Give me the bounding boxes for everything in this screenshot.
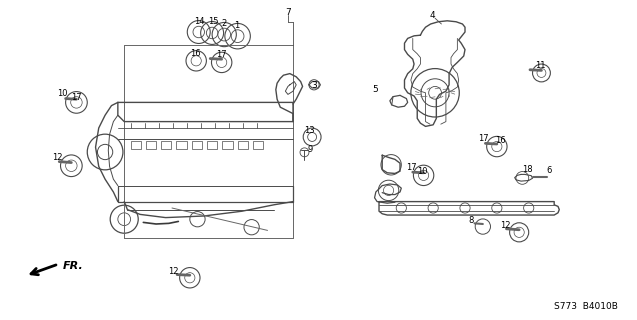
Bar [238, 141, 248, 149]
Text: 11: 11 [535, 61, 545, 70]
Text: 2: 2 [222, 20, 227, 28]
Text: 17: 17 [71, 93, 82, 102]
Text: 6: 6 [547, 166, 552, 175]
Bar [176, 141, 187, 149]
Bar [207, 141, 217, 149]
Text: 13: 13 [304, 126, 315, 135]
Text: 9: 9 [307, 145, 312, 154]
Text: 15: 15 [208, 17, 218, 26]
Text: 16: 16 [496, 136, 506, 145]
Bar [146, 141, 156, 149]
Text: 16: 16 [190, 49, 201, 58]
Text: 10: 10 [417, 167, 427, 176]
Bar [161, 141, 171, 149]
Text: 12: 12 [500, 221, 510, 230]
Text: 18: 18 [522, 165, 533, 174]
Text: 1: 1 [234, 21, 240, 30]
Text: 12: 12 [52, 153, 62, 162]
Text: 12: 12 [168, 268, 178, 276]
Text: 4: 4 [429, 11, 434, 20]
Text: 17: 17 [406, 163, 417, 172]
Text: 7: 7 [285, 8, 291, 17]
Text: 3: 3 [311, 81, 317, 90]
Text: 14: 14 [194, 17, 204, 26]
Text: 5: 5 [372, 85, 378, 94]
Text: 8: 8 [469, 216, 474, 225]
Text: 17: 17 [217, 50, 227, 59]
Text: S773  B4010B: S773 B4010B [554, 302, 618, 311]
Bar [192, 141, 202, 149]
Bar [253, 141, 263, 149]
Text: 17: 17 [478, 134, 489, 143]
Bar [222, 141, 233, 149]
Text: 10: 10 [57, 89, 68, 98]
Bar [131, 141, 141, 149]
Text: FR.: FR. [62, 261, 83, 271]
